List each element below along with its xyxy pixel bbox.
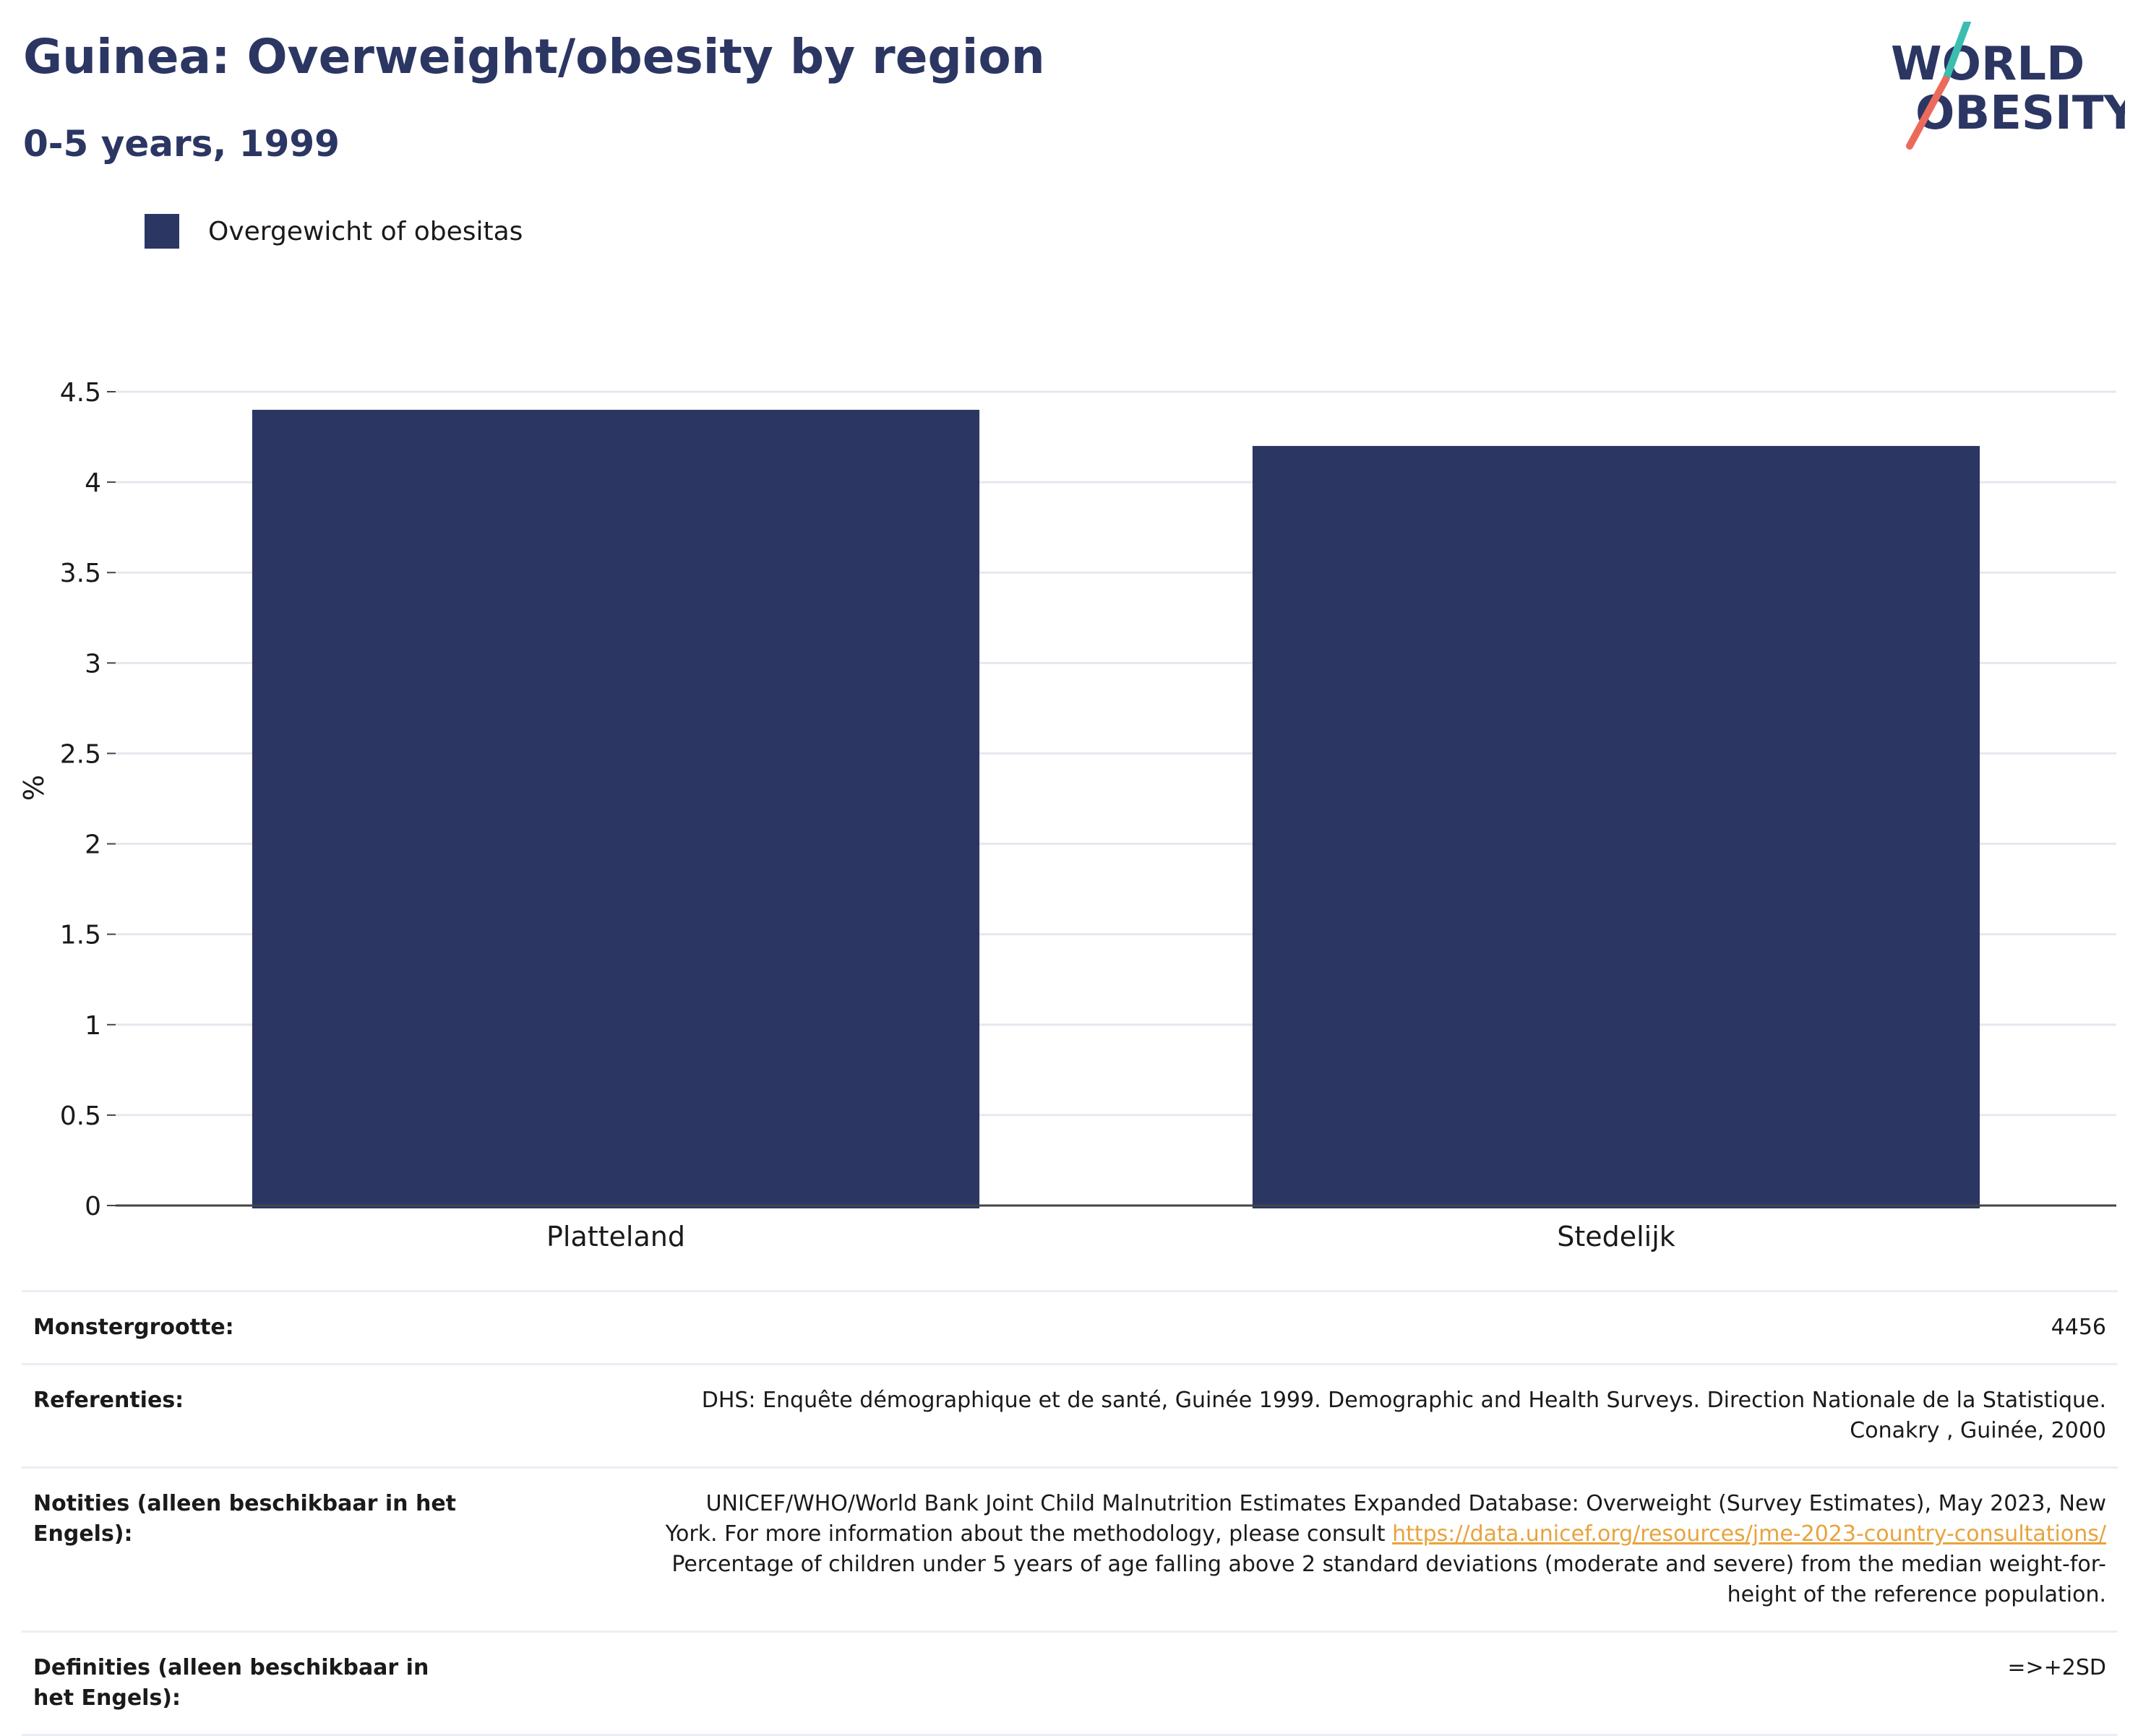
y-tick-label: 0 <box>85 1192 101 1221</box>
legend-swatch <box>145 214 179 249</box>
references-line-1: DHS: Enquête démographique et de santé, … <box>701 1388 2106 1413</box>
y-tick-label: 4.5 <box>60 378 101 408</box>
notes-line-1: UNICEF/WHO/World Bank Joint Child Malnut… <box>705 1491 2106 1516</box>
references-line-2: Conakry , Guinée, 2000 <box>1850 1418 2106 1443</box>
logo-slash-coral <box>1906 76 1949 150</box>
notes-line-3: Percentage of children under 5 years of … <box>671 1552 2106 1577</box>
notes-line-4: height of the reference population. <box>1727 1582 2106 1607</box>
y-tick-label: 1 <box>85 1011 101 1041</box>
notes-value: UNICEF/WHO/World Bank Joint Child Malnut… <box>478 1468 2118 1632</box>
info-table: Monstergrootte: 4456 Referenties: DHS: E… <box>22 1290 2118 1736</box>
sample-size-row: Monstergrootte: 4456 <box>22 1291 2118 1365</box>
y-tick-labels: 0 0.5 1 1.5 2 2.5 3 3.5 4 4.5 <box>60 378 101 1221</box>
notes-row: Notities (alleen beschikbaar in het Enge… <box>22 1467 2118 1632</box>
chart-title: Guinea: Overweight/obesity by region <box>23 29 1045 85</box>
definitions-row: Definities (alleen beschikbaar in het En… <box>22 1631 2118 1735</box>
y-tick-label: 4 <box>85 468 101 498</box>
y-tick-label: 3.5 <box>60 559 101 588</box>
chart-legend[interactable]: Overgewicht of obesitas <box>145 214 523 249</box>
x-tick-labels: Platteland Stedelijk <box>546 1221 1675 1252</box>
references-label: Referenties: <box>33 1388 184 1413</box>
y-tick-label: 1.5 <box>60 921 101 950</box>
bar-stedelijk[interactable] <box>1252 446 1980 1208</box>
x-tick-label: Stedelijk <box>1557 1221 1675 1252</box>
world-obesity-logo[interactable]: WORLD OBESITY <box>1886 22 2125 152</box>
references-value: DHS: Enquête démographique et de santé, … <box>478 1365 2118 1468</box>
logo-text-world: WORLD <box>1891 38 2085 91</box>
y-tick-label: 2 <box>85 830 101 860</box>
notes-label: Notities (alleen beschikbaar in het Enge… <box>33 1491 457 1547</box>
notes-line-2: York. For more information about the met… <box>665 1521 1386 1547</box>
bar-chart: 0 0.5 1 1.5 2 2.5 3 3.5 4 4.5 Platteland Stedelijk… <box>18 378 2116 1252</box>
logo-text-obesity: OBESITY <box>1915 87 2125 140</box>
y-axis-label: % <box>18 775 50 801</box>
legend-label: Overgewicht of obesitas <box>208 216 523 246</box>
logo-slash-teal <box>1942 22 1971 83</box>
chart-subtitle: 0-5 years, 1999 <box>23 123 340 165</box>
bars <box>252 410 1980 1208</box>
y-tick-label: 2.5 <box>60 739 101 769</box>
sample-size-value: 4456 <box>2051 1315 2106 1340</box>
references-row: Referenties: DHS: Enquête démographique … <box>22 1364 2118 1468</box>
y-tick-label: 0.5 <box>60 1101 101 1131</box>
definitions-label: Definities (alleen beschikbaar in het En… <box>33 1655 429 1711</box>
y-tick-label: 3 <box>85 649 101 679</box>
definitions-value: =>+2SD <box>2007 1655 2106 1680</box>
bar-platteland[interactable] <box>252 410 980 1208</box>
sample-size-label: Monstergrootte: <box>33 1315 234 1340</box>
x-tick-label: Platteland <box>546 1221 685 1252</box>
notes-link[interactable]: https://data.unicef.org/resources/jme-20… <box>1392 1521 2106 1547</box>
